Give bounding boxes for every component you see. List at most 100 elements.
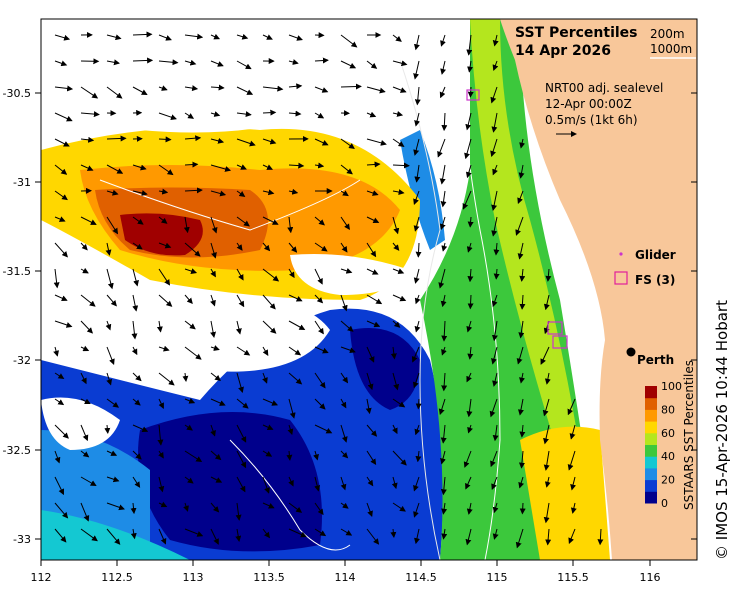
- x-tick: 113: [183, 560, 204, 584]
- current-arrow: [413, 34, 420, 51]
- current-arrow: [463, 450, 472, 468]
- current-arrow: [106, 502, 125, 511]
- current-arrow: [184, 242, 201, 257]
- current-arrow: [440, 34, 446, 47]
- current-arrow: [288, 242, 298, 253]
- current-arrow: [106, 164, 124, 174]
- current-arrow: [288, 346, 302, 356]
- current-arrow: [262, 109, 277, 116]
- current-arrow: [106, 528, 121, 545]
- current-arrow: [366, 86, 386, 94]
- y-tick: -32: [13, 354, 697, 367]
- current-arrow: [210, 216, 218, 234]
- current-arrow: [492, 528, 499, 540]
- current-arrow: [210, 345, 220, 351]
- current-arrow: [183, 216, 190, 234]
- current-arrow: [54, 424, 69, 439]
- current-arrow: [392, 372, 400, 391]
- current-arrow: [287, 424, 294, 436]
- current-arrow: [236, 33, 249, 40]
- current-arrow: [210, 424, 216, 437]
- current-arrow: [210, 320, 217, 338]
- current-arrow: [314, 112, 325, 119]
- isobath-label-1000m: 1000m: [650, 42, 692, 56]
- current-arrow: [184, 476, 194, 484]
- current-arrow: [543, 502, 550, 524]
- current-arrow: [365, 398, 372, 415]
- current-arrow: [106, 294, 117, 307]
- current-arrow: [492, 372, 498, 387]
- x-tick: 115: [487, 560, 508, 584]
- isobath-label-200m: 200m: [650, 27, 685, 41]
- cloud-gap-north: [41, 19, 380, 140]
- current-arrow: [158, 345, 170, 352]
- current-arrow: [411, 346, 420, 363]
- current-arrow: [340, 294, 348, 312]
- colorbar-title: SSTAARS SST Percentiles: [682, 360, 696, 510]
- current-arrow: [158, 164, 174, 176]
- current-arrow: [132, 294, 139, 312]
- current-arrow: [440, 60, 447, 75]
- current-arrow: [493, 242, 500, 256]
- current-arrow: [568, 528, 576, 545]
- current-arrow: [440, 476, 447, 496]
- current-arrow: [130, 528, 137, 540]
- current-arrow: [288, 162, 305, 169]
- current-arrow: [236, 476, 246, 493]
- current-arrow: [366, 476, 374, 487]
- current-arrow: [439, 216, 446, 231]
- current-arrow: [210, 528, 219, 545]
- current-arrow: [314, 57, 329, 64]
- current-arrow: [106, 135, 127, 142]
- current-arrow: [54, 34, 71, 41]
- current-arrow: [132, 86, 148, 95]
- sst-lightgreen-band: [470, 19, 580, 460]
- current-arrow: [236, 190, 246, 197]
- current-arrow: [597, 528, 604, 546]
- current-arrow: [105, 320, 112, 331]
- current-arrow: [517, 190, 524, 205]
- current-arrow: [392, 60, 408, 67]
- current-arrow: [184, 268, 198, 274]
- current-arrow: [53, 346, 59, 357]
- current-arrow: [54, 320, 73, 328]
- current-arrow: [288, 502, 303, 513]
- current-arrow: [210, 84, 225, 91]
- current-arrow: [54, 216, 66, 222]
- current-arrow: [519, 424, 526, 438]
- current-arrow: [517, 398, 524, 416]
- current-arrow: [288, 110, 302, 117]
- current-arrow: [366, 346, 375, 363]
- current-arrow: [413, 216, 420, 232]
- current-arrow: [545, 268, 552, 282]
- current-arrow: [466, 320, 473, 333]
- current-arrow: [106, 476, 120, 483]
- current-arrow: [314, 268, 323, 285]
- current-arrow: [392, 320, 401, 328]
- current-arrow: [236, 164, 247, 170]
- current-arrow: [288, 59, 299, 65]
- current-arrow: [440, 294, 447, 308]
- current-arrow: [80, 502, 90, 522]
- current-arrow: [158, 294, 173, 307]
- current-arrow: [493, 268, 500, 280]
- svg-text:-31.5: -31.5: [3, 265, 31, 278]
- current-arrow: [390, 346, 397, 360]
- current-arrow: [54, 476, 64, 496]
- current-arrow: [340, 450, 349, 459]
- colorbar-tick-label: 20: [661, 474, 675, 487]
- current-arrow: [545, 528, 552, 546]
- current-arrow: [236, 216, 250, 227]
- current-arrow: [236, 138, 256, 147]
- current-arrow: [340, 34, 358, 48]
- current-arrow: [519, 372, 525, 384]
- current-arrow: [210, 450, 222, 461]
- current-arrow: [366, 111, 377, 118]
- current-arrow: [492, 164, 498, 176]
- colorbar: 100 80 60 40 20 0: [645, 380, 682, 510]
- current-arrow: [106, 34, 122, 41]
- current-arrow: [106, 268, 114, 290]
- current-arrow: [288, 34, 303, 41]
- current-arrow: [210, 60, 224, 67]
- current-arrow: [490, 138, 498, 158]
